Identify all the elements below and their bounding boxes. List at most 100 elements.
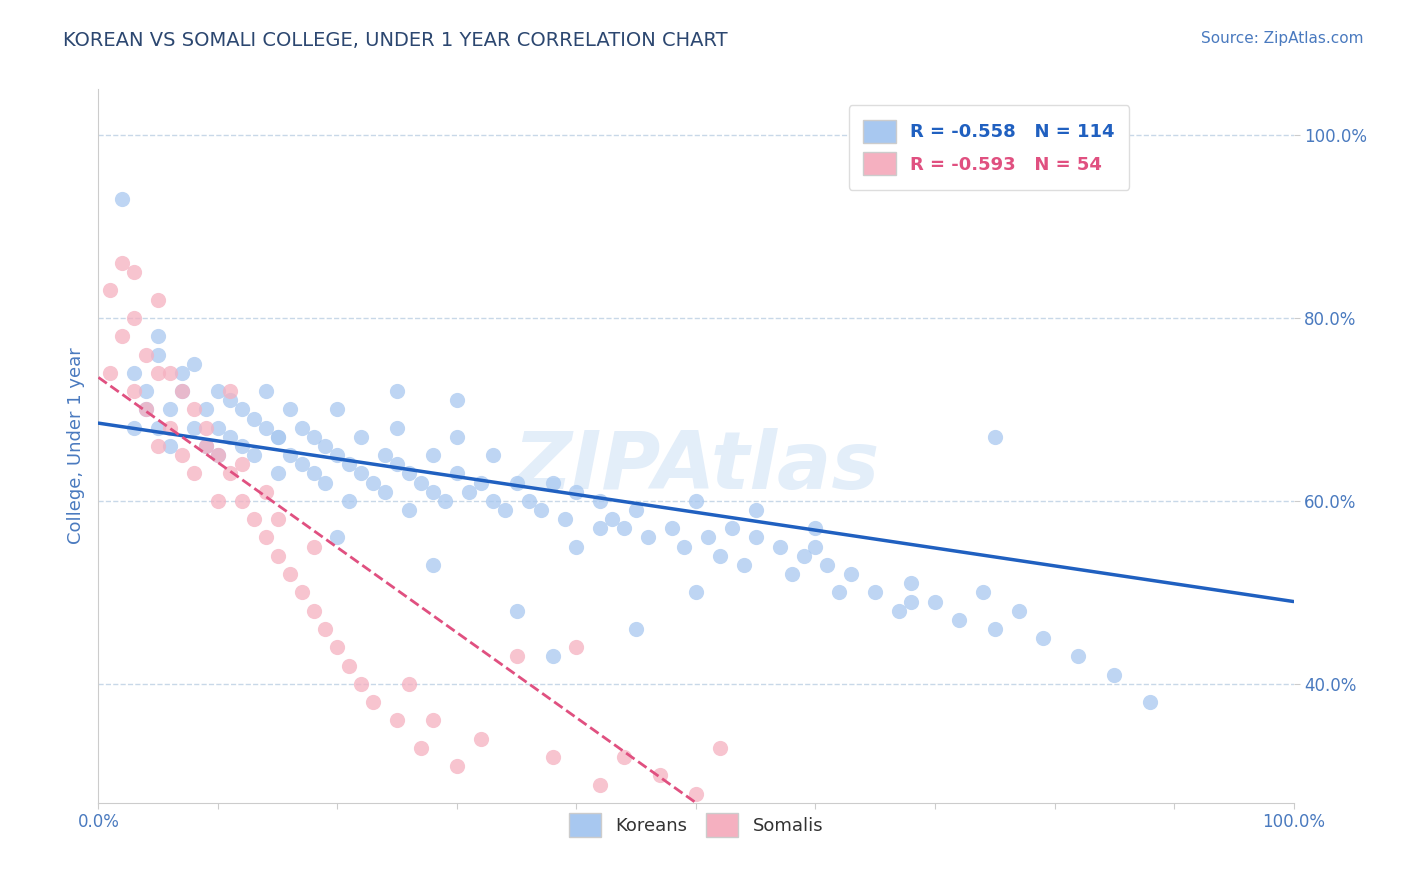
Point (148, 329, 170, 343)
Point (278, 402, 301, 417)
Point (565, 484, 588, 499)
Point (530, 503, 553, 517)
Point (363, 475, 385, 490)
Point (291, 585, 314, 599)
Point (219, 393, 242, 408)
Point (172, 384, 194, 398)
Point (219, 467, 242, 481)
Point (565, 640, 588, 655)
Point (506, 475, 529, 490)
Point (721, 521, 744, 535)
Point (339, 494, 361, 508)
Point (733, 558, 755, 572)
Point (278, 567, 301, 582)
Point (541, 649, 564, 664)
Point (302, 467, 325, 481)
Point (219, 384, 242, 398)
Point (339, 458, 361, 472)
Point (589, 494, 612, 508)
Point (673, 540, 696, 554)
Point (422, 714, 444, 728)
Point (458, 484, 481, 499)
Point (302, 540, 325, 554)
Point (626, 503, 648, 517)
Point (900, 576, 922, 591)
Point (1104, 667, 1126, 681)
Point (972, 585, 994, 599)
Point (267, 549, 290, 563)
Point (398, 503, 420, 517)
Text: KOREAN VS SOMALI COLLEGE, UNDER 1 YEAR CORRELATION CHART: KOREAN VS SOMALI COLLEGE, UNDER 1 YEAR C… (63, 31, 728, 50)
Point (267, 430, 290, 444)
Point (422, 558, 444, 572)
Point (398, 467, 420, 481)
Point (446, 467, 468, 481)
Point (124, 420, 146, 434)
Point (506, 649, 529, 664)
Point (411, 475, 433, 490)
Point (195, 439, 218, 453)
Point (124, 310, 146, 325)
Point (398, 677, 420, 691)
Point (411, 740, 433, 755)
Point (350, 677, 373, 691)
Point (254, 384, 277, 398)
Point (385, 458, 409, 472)
Point (148, 347, 170, 361)
Point (326, 402, 349, 417)
Point (745, 531, 768, 545)
Point (243, 411, 266, 425)
Point (780, 567, 803, 582)
Point (422, 484, 444, 499)
Point (148, 366, 170, 380)
Point (148, 439, 170, 453)
Point (385, 714, 409, 728)
Point (302, 604, 325, 618)
Point (135, 347, 157, 361)
Point (661, 521, 683, 535)
Point (422, 448, 444, 462)
Point (135, 384, 157, 398)
Point (1032, 631, 1054, 645)
Point (243, 448, 266, 462)
Point (315, 439, 337, 453)
Point (793, 549, 815, 563)
Point (506, 604, 529, 618)
Point (589, 777, 612, 791)
Point (626, 622, 648, 636)
Point (291, 420, 314, 434)
Point (326, 531, 349, 545)
Point (111, 192, 134, 206)
Point (148, 293, 170, 307)
Point (446, 430, 468, 444)
Point (828, 585, 851, 599)
Point (470, 731, 492, 746)
Point (984, 622, 1007, 636)
Point (841, 567, 863, 582)
Point (183, 402, 205, 417)
Point (98, 366, 122, 380)
Point (195, 402, 218, 417)
Point (637, 531, 659, 545)
Point (326, 448, 349, 462)
Point (481, 448, 505, 462)
Point (363, 695, 385, 709)
Point (350, 430, 373, 444)
Point (446, 393, 468, 408)
Point (948, 613, 970, 627)
Point (124, 384, 146, 398)
Point (685, 494, 707, 508)
Point (207, 384, 229, 398)
Point (434, 494, 457, 508)
Point (745, 503, 768, 517)
Point (541, 475, 564, 490)
Point (385, 420, 409, 434)
Point (900, 594, 922, 608)
Point (172, 366, 194, 380)
Point (195, 439, 218, 453)
Point (267, 430, 290, 444)
Point (172, 384, 194, 398)
Point (339, 658, 361, 673)
Point (768, 540, 790, 554)
Point (183, 420, 205, 434)
